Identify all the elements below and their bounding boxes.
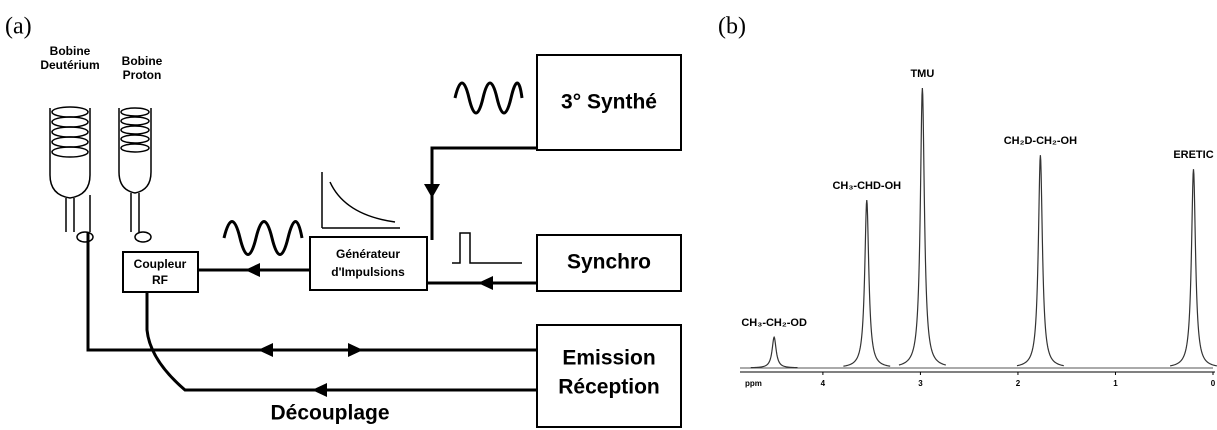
pulse [452,233,522,263]
peak-label: CH₂D-CH₂-OH [1004,135,1077,147]
decoupling-label: Découplage [270,402,389,425]
peak [843,200,890,366]
x-tick-label: 1 [1113,379,1118,388]
deuterium-coil [50,107,93,242]
peak [1017,155,1064,366]
wire [432,148,537,240]
rf-wave [455,83,522,113]
coil-label: Deutérium [40,58,99,72]
box-label: Réception [558,376,660,399]
peak-label: TMU [910,68,934,80]
fid-icon [322,172,400,228]
coil-label: Bobine [50,44,91,58]
coil-label: Proton [123,68,162,82]
box-label: 3° Synthé [561,91,657,114]
panel-label: (a) [5,14,32,40]
peak-label: ERETIC [1173,149,1213,161]
x-tick-label: 4 [821,379,826,388]
peak-label: CH₃-CH₂-OD [741,317,807,329]
box-label: Coupleur [134,257,187,271]
peak [899,88,946,365]
x-tick-label: 2 [1016,379,1021,388]
box-label: Emission [562,347,655,370]
x-tick-label: 3 [918,379,923,388]
peak [1170,169,1217,366]
rf-wave [224,222,302,255]
peak-label: CH₃-CHD-OH [832,180,901,192]
box-label: RF [152,273,168,287]
proton-coil [119,108,151,242]
figure: (a) Bobine Deutérium Bobine Proton 3° Sy… [0,0,1217,430]
panel-label: (b) [718,14,746,40]
box-label: Générateur [336,247,400,261]
x-tick-label: 0 [1211,379,1216,388]
box-label: d'Impulsions [331,265,405,279]
x-axis-label: ppm [745,379,762,388]
peak [751,337,798,367]
box-label: Synchro [567,251,651,274]
coil-label: Bobine [122,54,163,68]
generator-box [310,237,427,290]
wire [147,292,537,390]
